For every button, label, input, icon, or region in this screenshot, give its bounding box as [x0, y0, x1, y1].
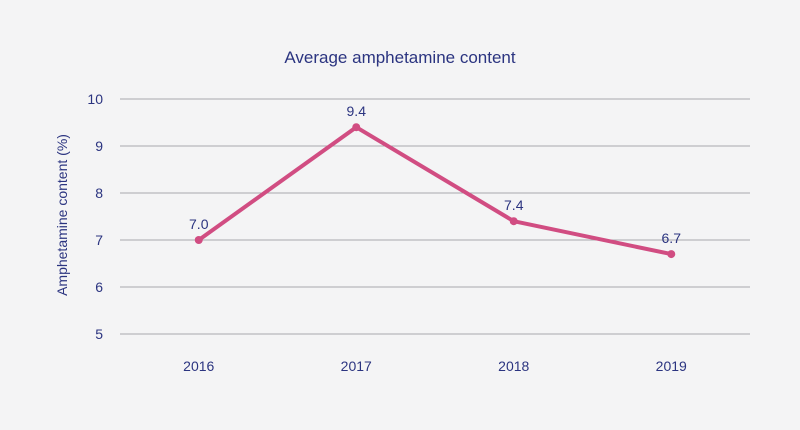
x-tick-label: 2017: [341, 358, 372, 374]
data-label: 7.4: [504, 197, 524, 213]
x-tick-label: 2019: [656, 358, 687, 374]
data-point: [667, 250, 676, 259]
y-tick-label: 10: [87, 91, 103, 107]
series-line: [196, 125, 674, 257]
chart-title: Average amphetamine content: [284, 48, 516, 67]
y-tick-label: 5: [95, 326, 103, 342]
data-point: [509, 217, 518, 226]
y-tick-label: 6: [95, 279, 103, 295]
data-label: 7.0: [189, 216, 209, 232]
x-tick-label: 2016: [183, 358, 214, 374]
x-tick-label: 2018: [498, 358, 529, 374]
data-point: [194, 236, 203, 244]
y-tick-label: 9: [95, 138, 103, 154]
y-tick-label: 7: [95, 232, 103, 248]
data-label: 6.7: [662, 230, 682, 246]
y-tick-label: 8: [95, 185, 103, 201]
data-label: 9.4: [347, 103, 367, 119]
data-point: [352, 123, 361, 132]
